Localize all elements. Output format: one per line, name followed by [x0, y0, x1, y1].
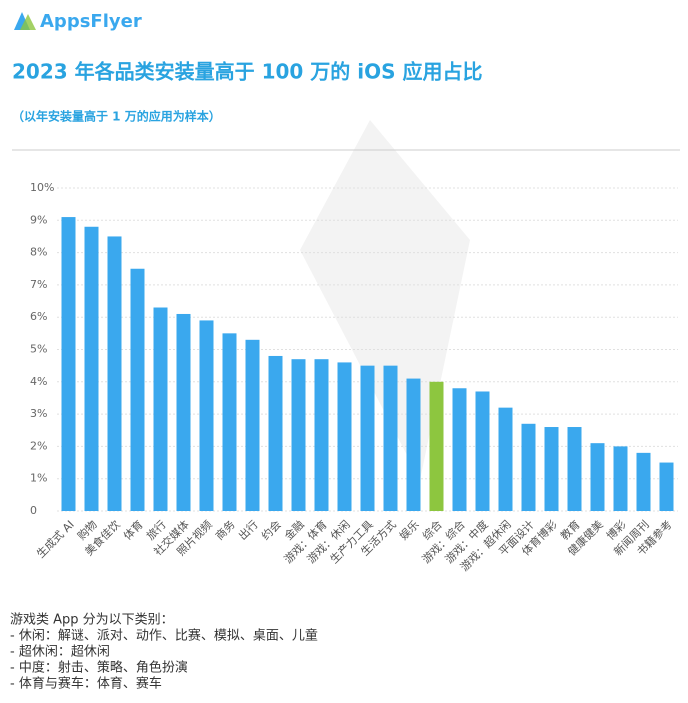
bar	[498, 407, 513, 511]
bar	[314, 359, 329, 511]
bar	[107, 236, 122, 511]
bar	[567, 427, 582, 511]
bar	[84, 226, 99, 511]
y-tick-label: 5%	[30, 343, 47, 356]
y-tick-label: 2%	[30, 439, 47, 452]
bar	[521, 423, 536, 511]
bar	[636, 452, 651, 511]
bar	[222, 333, 237, 511]
bar	[130, 268, 145, 511]
chart-title: 2023 年各品类安装量高于 100 万的 iOS 应用占比	[12, 60, 483, 84]
brand: AppsFlyer	[40, 11, 142, 32]
y-tick-label: 0	[30, 504, 37, 517]
bar	[153, 307, 168, 511]
bar	[590, 443, 605, 511]
bar	[406, 378, 421, 511]
note: 游戏类 App 分为以下类别：	[10, 613, 174, 628]
y-tick-label: 9%	[30, 213, 47, 226]
note: - 超休闲：超休闲	[10, 645, 110, 660]
y-tick-label: 1%	[30, 472, 47, 485]
logo	[14, 12, 36, 30]
x-tick-label: 体育	[120, 517, 145, 542]
y-tick-label: 3%	[30, 407, 47, 420]
bar	[452, 388, 467, 511]
x-tick-label: 生成式 AI	[33, 517, 76, 560]
bar	[475, 391, 490, 511]
x-tick-label: 商务	[212, 517, 237, 542]
x-tick-label: 出行	[235, 517, 260, 542]
x-tick-label: 约会	[259, 518, 284, 543]
bar	[360, 365, 375, 511]
y-tick-label: 6%	[30, 310, 47, 323]
bar	[268, 355, 283, 511]
note: - 体育与赛车：体育、赛车	[10, 676, 162, 692]
bar	[383, 365, 398, 511]
note: - 休闲：解谜、派对、动作、比赛、模拟、桌面、儿童	[10, 628, 318, 644]
bar	[659, 462, 674, 511]
note: - 中度：射击、策略、角色扮演	[10, 660, 188, 676]
bar	[61, 217, 76, 511]
bar	[337, 362, 352, 511]
y-tick-label: 10%	[30, 181, 54, 194]
x-tick-label: 娱乐	[396, 517, 421, 542]
bar	[245, 339, 260, 511]
watermark	[300, 120, 470, 480]
y-tick-label: 7%	[30, 278, 47, 291]
bar	[291, 359, 306, 511]
y-tick-label: 8%	[30, 246, 47, 259]
bar	[613, 446, 628, 511]
bar	[544, 427, 559, 511]
bar	[176, 313, 191, 511]
y-tick-label: 4%	[30, 375, 47, 388]
bar	[199, 320, 214, 511]
chart-subtitle: （以年安装量高于 1 万的应用为样本）	[12, 109, 221, 124]
bar	[429, 381, 444, 511]
